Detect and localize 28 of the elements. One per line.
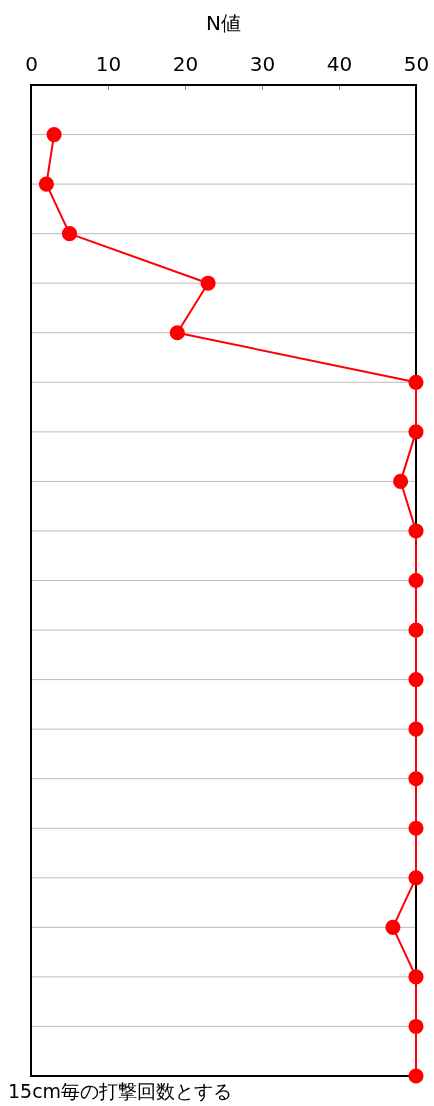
point xyxy=(408,1018,424,1034)
point xyxy=(408,572,424,589)
x-tick-label: 0 xyxy=(25,52,38,76)
point xyxy=(408,721,424,737)
x-tick-label: 40 xyxy=(326,52,353,76)
x-axis-title: N値 xyxy=(206,11,241,35)
point xyxy=(393,473,409,489)
x-tick-label: 20 xyxy=(172,52,199,76)
point xyxy=(408,820,424,836)
point xyxy=(408,622,424,638)
point xyxy=(408,672,424,688)
text: 15cm毎の打撃回数とする xyxy=(8,1080,233,1102)
x-tick-label: 10 xyxy=(95,52,122,76)
point xyxy=(169,325,185,341)
point xyxy=(408,523,424,539)
point xyxy=(200,275,216,291)
x-tick-label: 50 xyxy=(403,52,430,76)
point xyxy=(61,226,78,242)
point xyxy=(408,424,424,440)
point xyxy=(408,374,424,390)
point xyxy=(408,969,424,985)
point xyxy=(408,771,424,787)
x-tick-label: 30 xyxy=(249,52,276,76)
point xyxy=(408,870,424,886)
point xyxy=(38,176,54,192)
point xyxy=(385,919,401,935)
point xyxy=(408,1068,424,1084)
point xyxy=(46,127,62,143)
